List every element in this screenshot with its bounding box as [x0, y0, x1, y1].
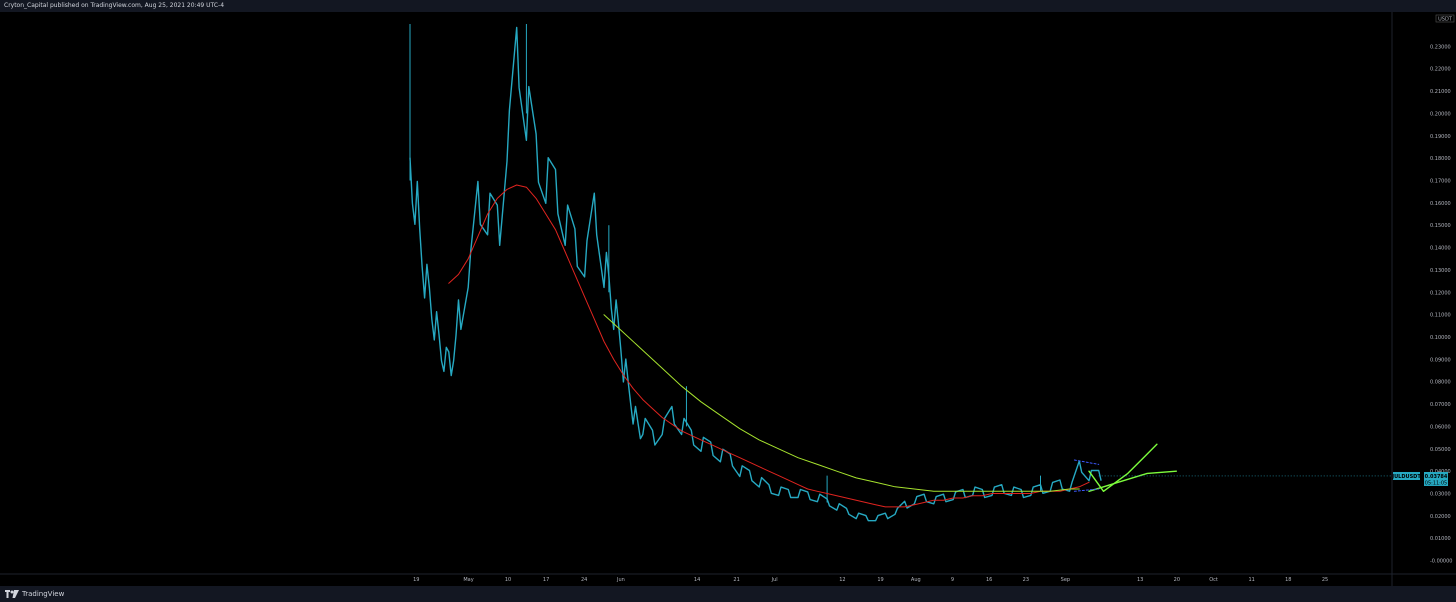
x-tick-label: 24 — [581, 577, 587, 583]
y-tick-label: 0.08000 — [1430, 380, 1451, 386]
brand[interactable]: TradingView — [5, 586, 64, 602]
brand-name: TradingView — [22, 590, 65, 598]
publisher-caption: Cryton_Capital published on TradingView.… — [0, 0, 1456, 12]
x-tick-label: 16 — [986, 577, 992, 583]
y-tick-label: 0.05000 — [1430, 447, 1451, 453]
wedge-bottom-line — [1073, 488, 1100, 492]
price-tag-value: 0.03784 — [1425, 474, 1448, 480]
x-tick-label: 10 — [505, 577, 511, 583]
price-series-line — [409, 26, 1102, 522]
x-tick-label: 23 — [1023, 577, 1029, 583]
y-tick-label: 0.03000 — [1430, 492, 1451, 498]
y-tick-label: 0.17000 — [1430, 179, 1451, 185]
x-tick-label: 12 — [839, 577, 845, 583]
y-tick-label: 0.01000 — [1430, 536, 1451, 542]
x-tick-label: 19 — [877, 577, 883, 583]
y-tick-label: 0.15000 — [1430, 223, 1451, 229]
y-tick-label: 0.18000 — [1430, 156, 1451, 162]
x-tick-label: 11 — [1248, 577, 1254, 583]
axis-unit-label: USDT — [1438, 16, 1453, 22]
symbol-tag[interactable] — [1393, 471, 1420, 480]
y-tick-label: 0.23000 — [1430, 44, 1451, 50]
y-tick-label: 0.12000 — [1430, 290, 1451, 296]
wedge-top-line — [1073, 459, 1100, 465]
x-tick-label: Jul — [771, 577, 778, 583]
x-tick-label: 18 — [1285, 577, 1291, 583]
y-tick-label: 0.22000 — [1430, 67, 1451, 73]
y-tick-label: 0.19000 — [1430, 134, 1451, 140]
price-tag-countdown: 05:11:05 — [1425, 480, 1447, 486]
x-tick-label: 9 — [951, 577, 954, 583]
x-tick-label: 13 — [1137, 577, 1143, 583]
x-tick-label: 21 — [733, 577, 739, 583]
ma-fast-line — [448, 184, 1090, 508]
footer-bar: TradingView — [0, 586, 1456, 602]
tradingview-logo-icon — [5, 590, 19, 598]
y-tick-label: 0.02000 — [1430, 514, 1451, 520]
y-tick-label: 0.16000 — [1430, 201, 1451, 207]
x-tick-label: May — [463, 577, 473, 583]
symbol-tag-label: JULDUSDT — [1391, 474, 1421, 480]
x-tick-label: Sep — [1061, 577, 1070, 583]
axis-unit-box[interactable] — [1435, 14, 1455, 23]
y-tick-label: -0.00000 — [1430, 559, 1452, 565]
y-tick-label: 0.11000 — [1430, 313, 1451, 319]
y-tick-label: 0.07000 — [1430, 402, 1451, 408]
projection-up-line — [1088, 443, 1158, 492]
x-tick-label: 17 — [543, 577, 549, 583]
ma-slow-line — [603, 314, 1080, 492]
x-tick-label: 19 — [413, 577, 419, 583]
y-tick-label: 0.14000 — [1430, 246, 1451, 252]
price-chart[interactable]: USDT 0.23000 0.22000 0.21000 0.20000 0.19000 0… — [0, 12, 1456, 586]
y-tick-label: 0.20000 — [1430, 111, 1451, 117]
projection-flat-line — [1088, 470, 1178, 492]
x-tick-label: Aug — [911, 577, 921, 583]
x-tick-label: 25 — [1322, 577, 1328, 583]
y-tick-label: 0.21000 — [1430, 89, 1451, 95]
x-tick-label: Jun — [616, 577, 625, 583]
y-tick-label: 0.13000 — [1430, 268, 1451, 274]
price-tag[interactable] — [1424, 471, 1448, 486]
y-tick-label: 0.09000 — [1430, 357, 1451, 363]
x-tick-label: 20 — [1174, 577, 1180, 583]
publisher-text: Cryton_Capital published on TradingView.… — [4, 2, 225, 9]
y-tick-label: 0.10000 — [1430, 335, 1451, 341]
y-tick-label: 0.06000 — [1430, 424, 1451, 430]
x-tick-label: Oct — [1209, 577, 1218, 583]
x-tick-label: 14 — [694, 577, 700, 583]
